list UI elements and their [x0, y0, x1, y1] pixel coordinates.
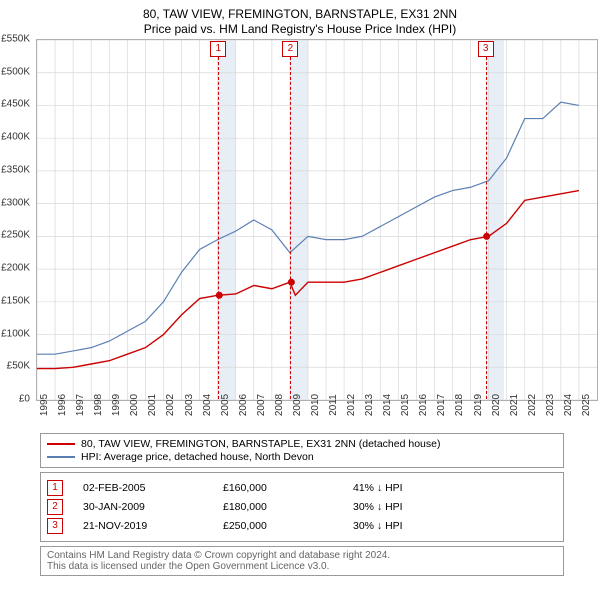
- x-axis-label: 2011: [328, 394, 339, 416]
- x-axis-label: 2017: [436, 394, 447, 416]
- legend-box: 80, TAW VIEW, FREMINGTON, BARNSTAPLE, EX…: [40, 433, 564, 468]
- x-axis-label: 2024: [563, 394, 574, 416]
- x-axis-label: 2005: [220, 394, 231, 416]
- event-price: £160,000: [223, 482, 353, 494]
- x-axis-label: 2015: [400, 394, 411, 416]
- legend-row: HPI: Average price, detached house, Nort…: [47, 451, 557, 463]
- x-axis-label: 1999: [111, 394, 122, 416]
- y-axis-label: £0: [19, 394, 30, 405]
- chart-area: £0£50K£100K£150K£200K£250K£300K£350K£400…: [36, 39, 596, 399]
- legend-swatch: [47, 456, 75, 458]
- y-axis-label: £550K: [1, 34, 30, 45]
- x-axis-label: 2020: [491, 394, 502, 416]
- y-axis-label: £350K: [1, 164, 30, 175]
- x-axis-label: 1996: [57, 394, 68, 416]
- y-axis-label: £250K: [1, 230, 30, 241]
- x-axis-label: 1997: [75, 394, 86, 416]
- y-axis-label: £500K: [1, 66, 30, 77]
- title-block: 80, TAW VIEW, FREMINGTON, BARNSTAPLE, EX…: [0, 0, 600, 39]
- marker-flag: 3: [478, 41, 494, 57]
- marker-line: [486, 57, 487, 399]
- event-row: 3 21-NOV-2019£250,00030% ↓ HPI: [47, 518, 557, 534]
- chart-container: 80, TAW VIEW, FREMINGTON, BARNSTAPLE, EX…: [0, 0, 600, 576]
- event-row: 1 02-FEB-2005£160,00041% ↓ HPI: [47, 480, 557, 496]
- x-axis-label: 2007: [256, 394, 267, 416]
- x-axis-label: 2012: [346, 394, 357, 416]
- event-delta: 41% ↓ HPI: [353, 482, 403, 494]
- x-axis-label: 2025: [581, 394, 592, 416]
- event-marker-box: 3: [47, 518, 63, 534]
- y-axis-label: £300K: [1, 197, 30, 208]
- footnote-line-1: Contains HM Land Registry data © Crown c…: [47, 550, 557, 561]
- event-price: £180,000: [223, 501, 353, 513]
- footnote-box: Contains HM Land Registry data © Crown c…: [40, 546, 564, 576]
- event-marker-box: 2: [47, 499, 63, 515]
- y-axis-label: £200K: [1, 263, 30, 274]
- title-line-2: Price paid vs. HM Land Registry's House …: [0, 22, 600, 36]
- y-axis-label: £450K: [1, 99, 30, 110]
- event-row: 2 30-JAN-2009£180,00030% ↓ HPI: [47, 499, 557, 515]
- x-axis-label: 2009: [292, 394, 303, 416]
- event-delta: 30% ↓ HPI: [353, 520, 403, 532]
- x-axis-label: 2014: [382, 394, 393, 416]
- marker-line: [218, 57, 219, 399]
- y-axis-label: £400K: [1, 132, 30, 143]
- y-axis-label: £150K: [1, 295, 30, 306]
- x-axis-label: 2003: [184, 394, 195, 416]
- event-delta: 30% ↓ HPI: [353, 501, 403, 513]
- event-date: 21-NOV-2019: [83, 520, 223, 532]
- legend-row: 80, TAW VIEW, FREMINGTON, BARNSTAPLE, EX…: [47, 438, 557, 450]
- x-axis-label: 2021: [509, 394, 520, 416]
- x-axis-label: 2019: [473, 394, 484, 416]
- x-axis-label: 2022: [527, 394, 538, 416]
- x-axis-label: 2002: [165, 394, 176, 416]
- x-axis-label: 2013: [364, 394, 375, 416]
- marker-line: [290, 57, 291, 399]
- events-box: 1 02-FEB-2005£160,00041% ↓ HPI 2 30-JAN-200…: [40, 472, 564, 542]
- x-axis-label: 1995: [39, 394, 50, 416]
- x-axis-label: 1998: [93, 394, 104, 416]
- event-date: 30-JAN-2009: [83, 501, 223, 513]
- event-price: £250,000: [223, 520, 353, 532]
- chart-svg: [36, 39, 598, 401]
- footnote-line-2: This data is licensed under the Open Gov…: [47, 561, 557, 572]
- title-line-1: 80, TAW VIEW, FREMINGTON, BARNSTAPLE, EX…: [0, 7, 600, 21]
- event-date: 02-FEB-2005: [83, 482, 223, 494]
- x-axis-label: 2010: [310, 394, 321, 416]
- x-axis-label: 2018: [454, 394, 465, 416]
- x-axis-label: 2000: [129, 394, 140, 416]
- x-axis-label: 2006: [238, 394, 249, 416]
- x-axis-label: 2001: [147, 394, 158, 416]
- event-marker-box: 1: [47, 480, 63, 496]
- x-axis-label: 2004: [202, 394, 213, 416]
- marker-flag: 1: [210, 41, 226, 57]
- legend-label: 80, TAW VIEW, FREMINGTON, BARNSTAPLE, EX…: [81, 438, 440, 450]
- legend-label: HPI: Average price, detached house, Nort…: [81, 451, 314, 463]
- y-axis-label: £50K: [7, 361, 30, 372]
- x-axis-label: 2023: [545, 394, 556, 416]
- marker-flag: 2: [282, 41, 298, 57]
- x-axis-label: 2008: [274, 394, 285, 416]
- x-axis-label: 2016: [418, 394, 429, 416]
- y-axis-label: £100K: [1, 328, 30, 339]
- legend-swatch: [47, 443, 75, 445]
